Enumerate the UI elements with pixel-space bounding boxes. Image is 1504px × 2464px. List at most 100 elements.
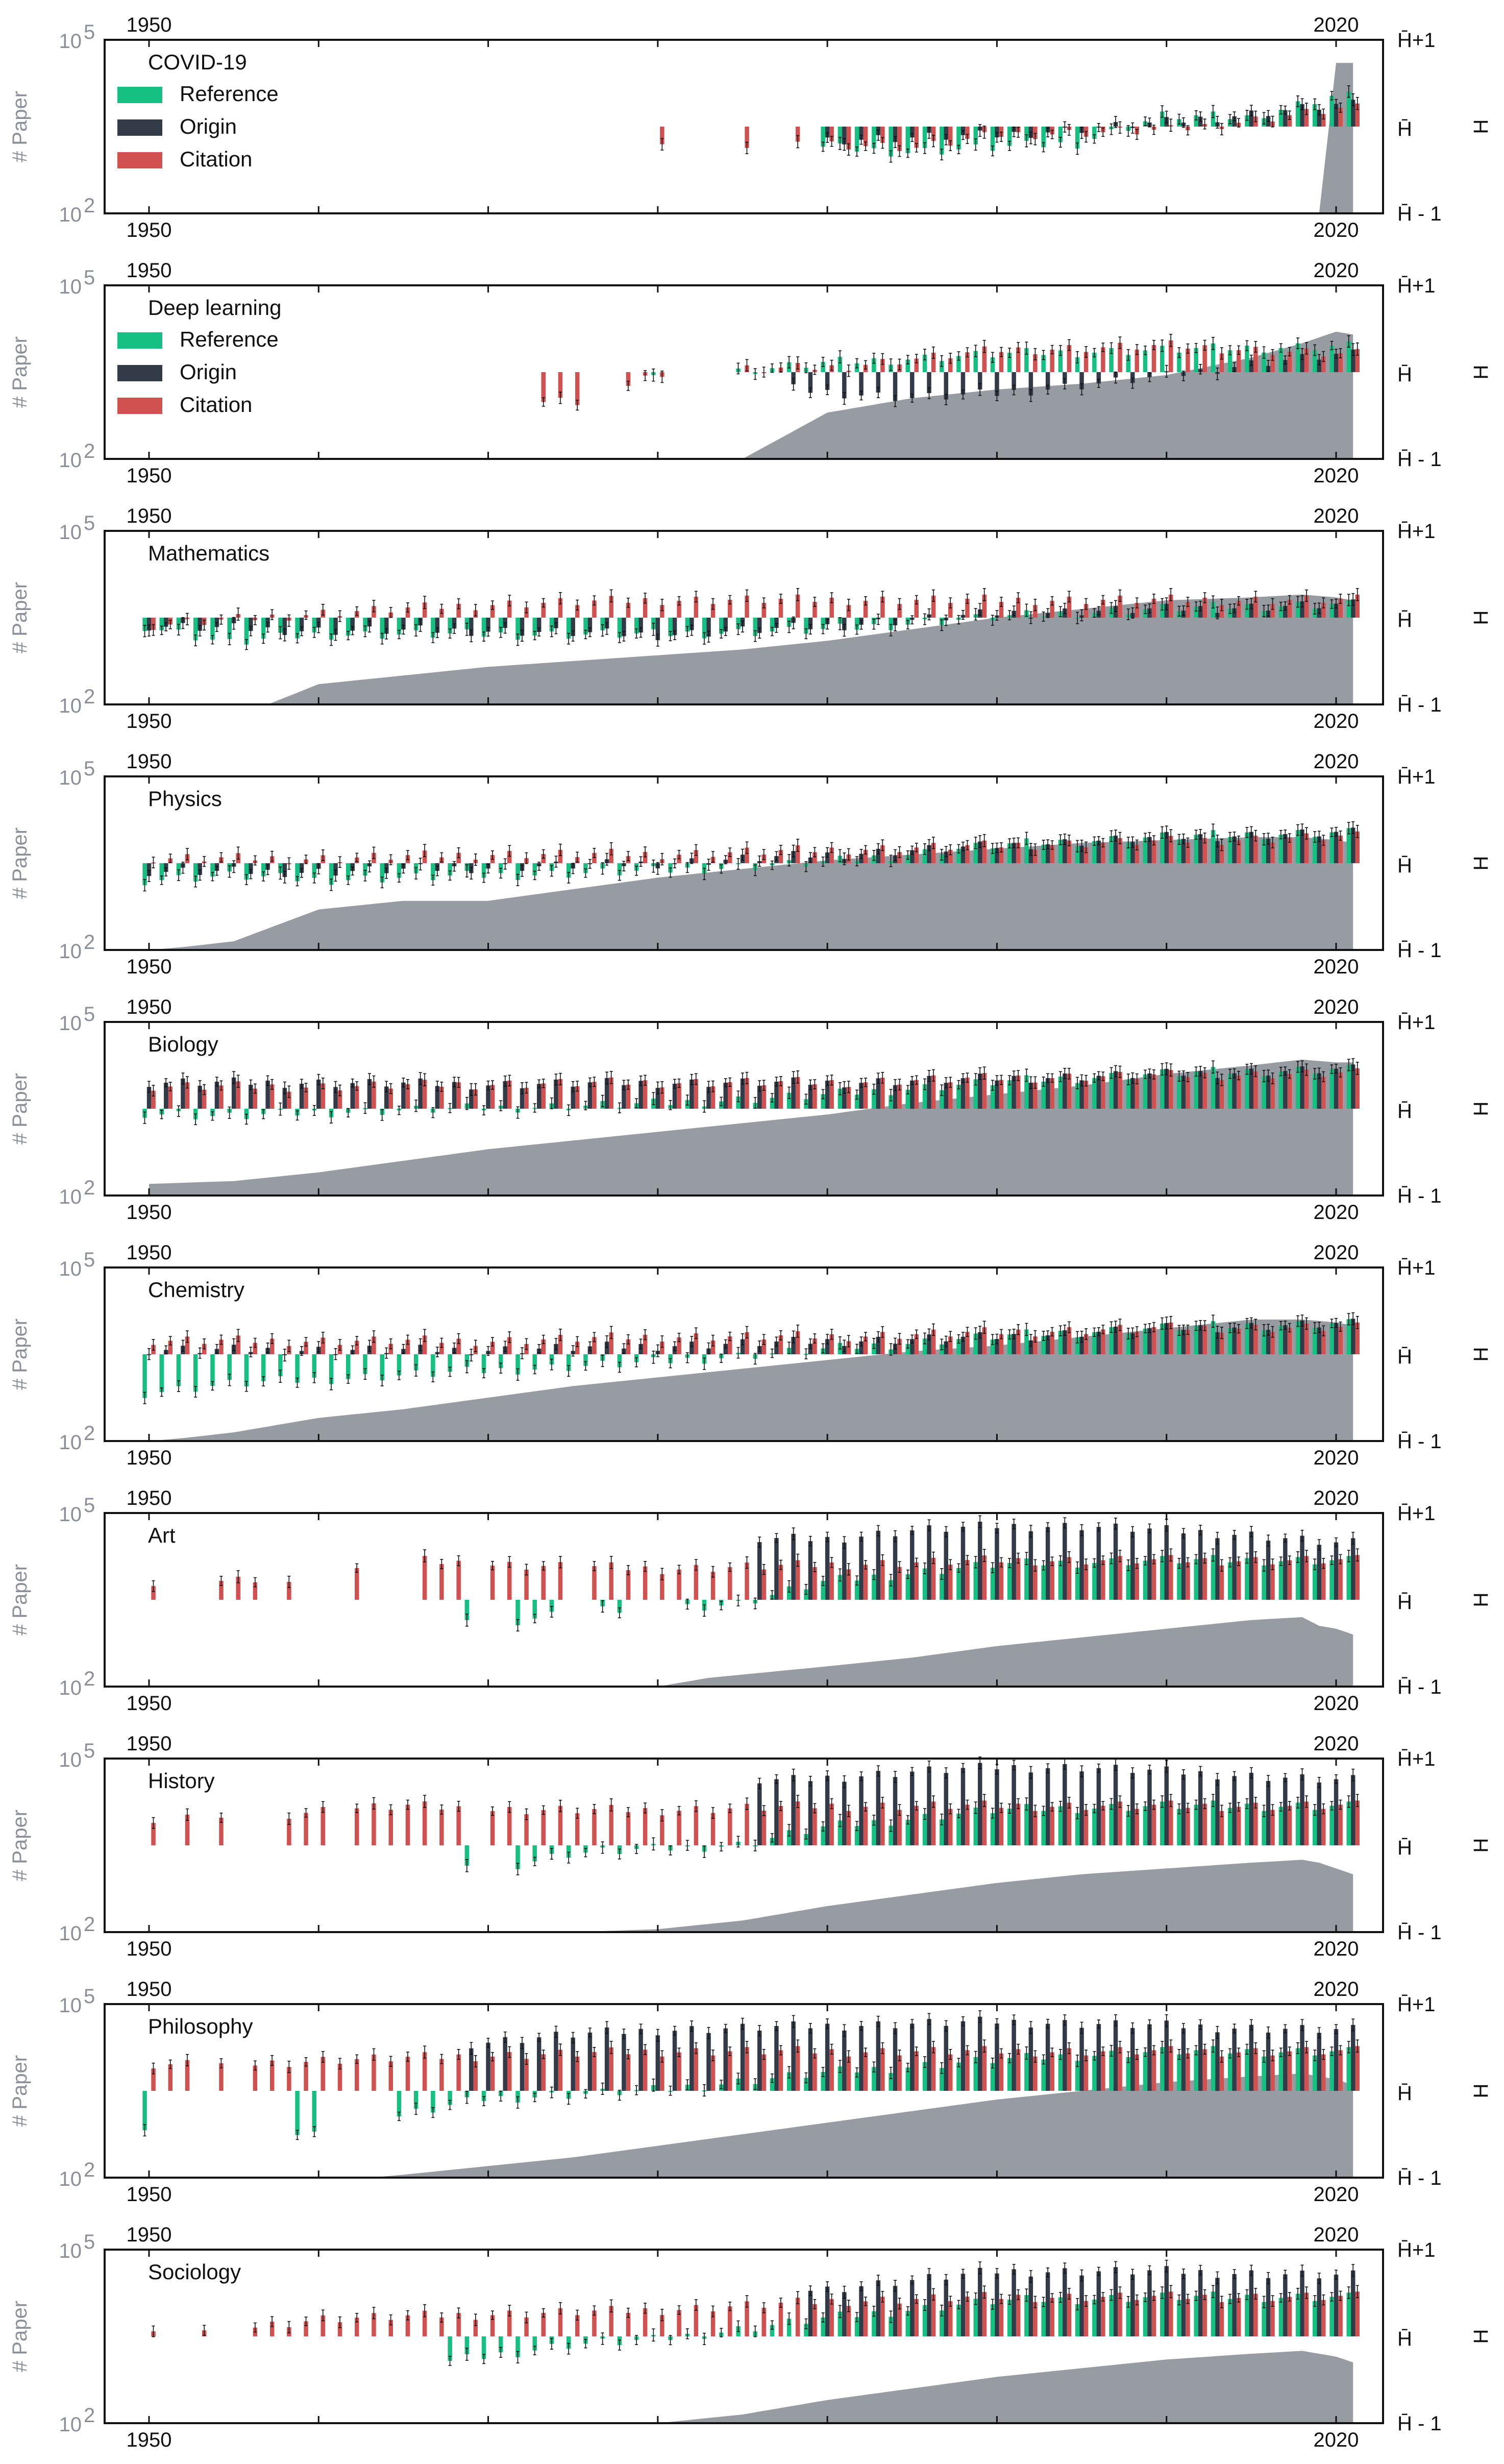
citation-bar (829, 1080, 834, 1109)
reference-bar (481, 618, 486, 637)
citation-bar (355, 1086, 359, 1109)
reference-bar (1126, 1079, 1130, 1109)
reference-bar (481, 1354, 486, 1374)
citation-bar (1219, 1333, 1224, 1354)
reference-bar (1245, 1323, 1249, 1354)
reference-bar (295, 863, 300, 882)
reference-bar (1329, 95, 1334, 127)
origin-bar (333, 863, 338, 876)
citation-bar (490, 1341, 495, 1354)
x-bottom-label-left: 1950 (127, 465, 172, 487)
legend-label-reference: Reference (180, 327, 279, 351)
origin-bar (1012, 1076, 1016, 1109)
citation-bar (1287, 838, 1292, 863)
citation-bar (863, 849, 868, 863)
citation-bar (558, 1562, 563, 1600)
panel-title: Biology (148, 1032, 218, 1056)
citation-bar (337, 1090, 342, 1109)
origin-bar (1266, 839, 1271, 863)
reference-bar (1024, 1329, 1029, 1354)
y-top-tick-exp: 5 (84, 266, 95, 289)
origin-bar (503, 1081, 507, 1109)
right-mid-label: H̄ (1397, 1346, 1412, 1368)
reference-bar (1058, 1077, 1063, 1109)
origin-bar (1351, 599, 1355, 618)
origin-bar (1215, 1078, 1220, 1109)
x-top-label-right: 2020 (1314, 1487, 1359, 1509)
citation-bar (694, 1565, 699, 1600)
citation-bar (694, 1333, 699, 1354)
origin-bar (1113, 1071, 1118, 1109)
reference-bar (448, 618, 452, 633)
y-axis-label: # Paper (9, 91, 31, 162)
origin-bar (808, 372, 813, 393)
reference-bar (1041, 1082, 1046, 1109)
origin-bar (1045, 1335, 1050, 1354)
origin-bar (1300, 601, 1304, 618)
right-axis-label: H (1470, 365, 1492, 380)
x-bottom-label-right: 2020 (1314, 710, 1359, 733)
panel-title: Mathematics (148, 541, 269, 565)
citation-bar (812, 1084, 817, 1109)
reference-bar (922, 849, 927, 863)
reference-bar (1058, 1560, 1063, 1600)
origin-bar (1334, 1542, 1339, 1600)
citation-bar (1270, 1078, 1275, 1109)
reference-bar (329, 863, 334, 885)
origin-bar (1130, 1078, 1135, 1109)
origin-bar (842, 127, 847, 144)
reference-bar (1160, 832, 1165, 863)
reference-bar (973, 1079, 978, 1109)
origin-bar (876, 372, 881, 393)
origin-bar (1198, 1071, 1203, 1109)
reference-bar (1346, 600, 1351, 618)
origin-bar (571, 618, 575, 636)
citation-bar (745, 1563, 749, 1600)
origin-bar (910, 372, 915, 398)
citation-bar (1135, 1331, 1139, 1354)
reference-bar (431, 618, 435, 638)
origin-bar (146, 863, 152, 876)
reference-bar (702, 618, 707, 639)
reference-bar (821, 618, 825, 629)
reference-bar (1160, 1556, 1165, 1600)
reference-bar (804, 618, 808, 634)
citation-bar (948, 127, 953, 146)
x-top-label-left: 1950 (127, 1241, 172, 1264)
plot-frame (104, 39, 1384, 214)
reference-bar (617, 863, 622, 875)
citation-bar (931, 1329, 936, 1354)
citation-bar (1101, 842, 1105, 863)
origin-bar (1351, 349, 1355, 372)
reference-bar (685, 618, 690, 632)
citation-bar (626, 372, 631, 386)
citation-bar (1270, 355, 1275, 372)
reference-bar (176, 1354, 181, 1386)
reference-bar (1262, 839, 1266, 863)
reference-bar (905, 1344, 910, 1354)
reference-bar (1075, 1337, 1080, 1354)
reference-bar (922, 354, 927, 372)
origin-bar (1283, 1538, 1288, 1600)
citation-bar (1321, 356, 1326, 372)
citation-bar (1355, 594, 1360, 618)
citation-bar (745, 1332, 749, 1354)
reference-bar (1295, 1321, 1300, 1354)
citation-bar (1304, 595, 1309, 618)
citation-bar (1219, 353, 1224, 372)
origin-bar (367, 1079, 372, 1109)
citation-bar (982, 594, 987, 618)
origin-bar (452, 618, 457, 629)
citation-bar (253, 1343, 258, 1354)
citation-bar (1016, 843, 1021, 863)
citation-bar (965, 845, 970, 863)
origin-bar (960, 1526, 966, 1600)
citation-bar (677, 601, 681, 618)
reference-bar (922, 1084, 927, 1109)
x-bottom-label-left: 1950 (127, 1201, 172, 1224)
reference-bar (1126, 355, 1130, 372)
paper-count-area (149, 837, 1353, 950)
reference-bar (889, 127, 893, 157)
origin-bar (1283, 360, 1288, 372)
citation-bar (948, 603, 953, 618)
